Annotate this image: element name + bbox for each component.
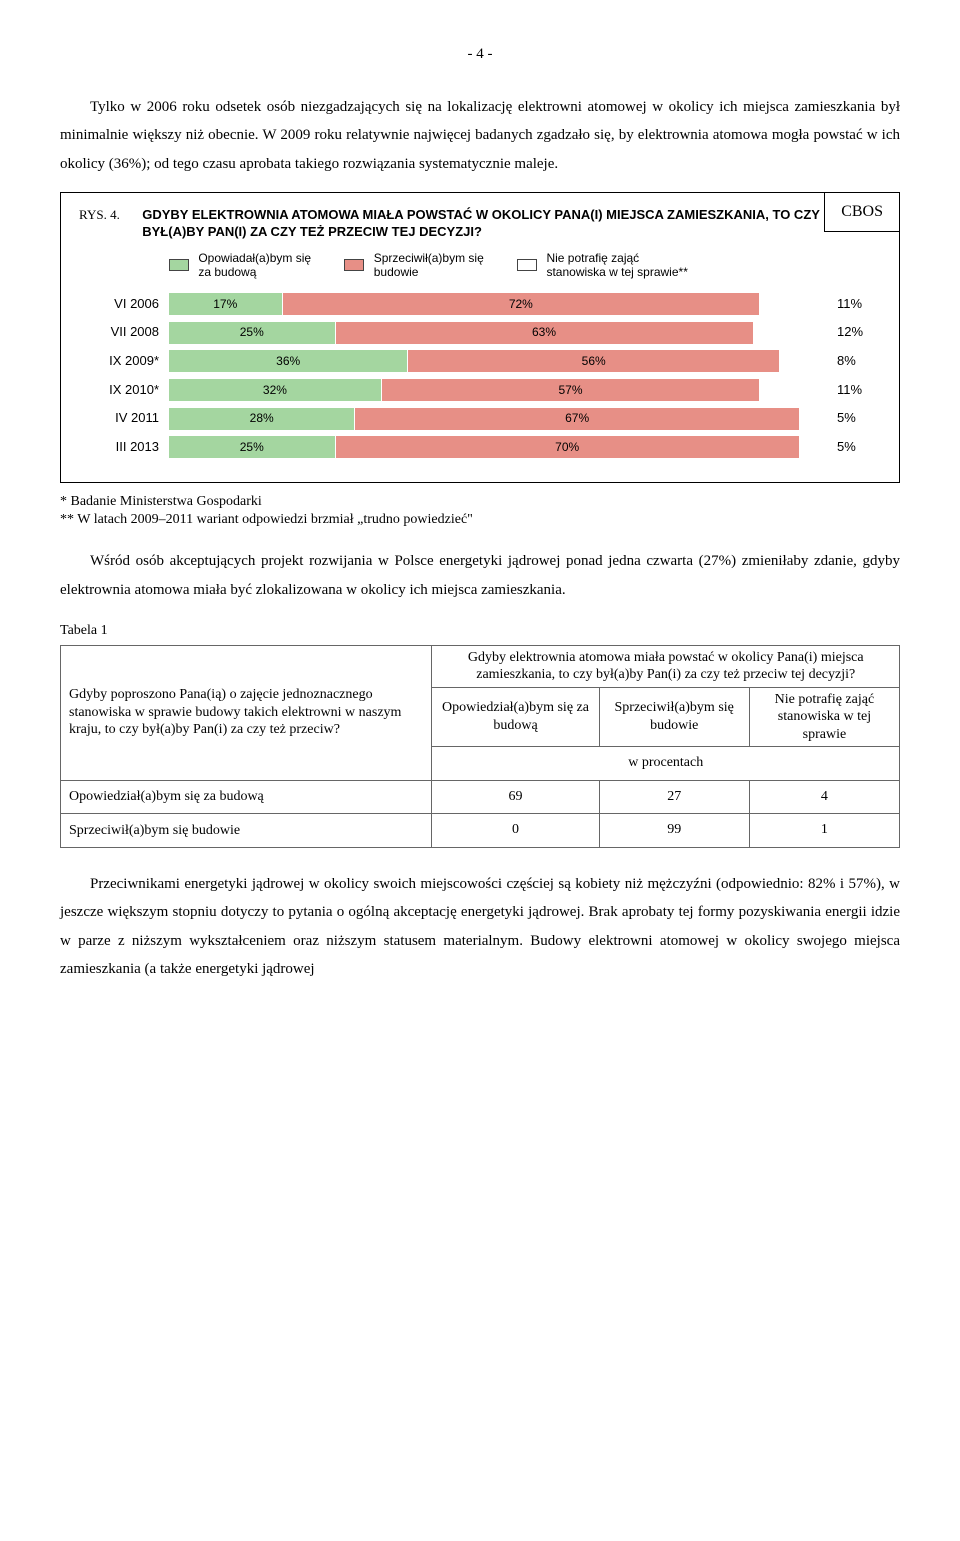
- bar-segment: 25%: [169, 322, 336, 344]
- bar-end-label: 5%: [831, 406, 881, 431]
- bar-end-label: 12%: [831, 320, 881, 345]
- bar-row: III 201325%70%5%: [89, 435, 881, 460]
- footnote: * Badanie Ministerstwa Gospodarki ** W l…: [60, 493, 900, 529]
- footnote-line: ** W latach 2009–2011 wariant odpowiedzi…: [60, 511, 900, 529]
- chart-figure: CBOS RYS. 4. GDYBY ELEKTROWNIA ATOMOWA M…: [60, 192, 900, 483]
- bar-segment: 57%: [382, 379, 760, 401]
- bar-segment: 56%: [408, 350, 780, 372]
- table-cell: 4: [749, 780, 899, 814]
- unit-row: w procentach: [432, 747, 900, 781]
- paragraph-3: Przeciwnikami energetyki jądrowej w okol…: [60, 870, 900, 984]
- col-header-question: Gdyby elektrownia atomowa miała powstać …: [432, 645, 900, 687]
- bar-segment: 63%: [336, 322, 754, 344]
- table-label: Tabela 1: [60, 618, 900, 645]
- table-cell: 27: [599, 780, 749, 814]
- bar-segment: 25%: [169, 436, 336, 458]
- chart-legend: Opowiadał(a)bym sięza budową Sprzeciwił(…: [169, 251, 881, 280]
- legend-item: Sprzeciwił(a)bym siębudowie: [344, 251, 483, 280]
- bar-segment: 32%: [169, 379, 382, 401]
- col-header: Nie potrafię zająć stanowiska w tej spra…: [749, 687, 899, 747]
- bar-row: VI 200617%72%11%: [89, 292, 881, 317]
- footnote-line: * Badanie Ministerstwa Gospodarki: [60, 493, 900, 511]
- bar-track: 28%67%: [169, 408, 831, 430]
- bar-row: IV 201128%67%5%: [89, 406, 881, 431]
- bar-row: IX 2010*32%57%11%: [89, 378, 881, 403]
- row-label: Opowiedział(a)bym się za budową: [61, 780, 432, 814]
- table-cell: 1: [749, 814, 899, 848]
- paragraph-1: Tylko w 2006 roku odsetek osób niezgadza…: [60, 93, 900, 179]
- legend-swatch: [344, 259, 364, 271]
- crosstab-table: Gdyby poproszono Pana(ią) o zajęcie jedn…: [60, 645, 900, 848]
- figure-number: RYS. 4.: [79, 207, 139, 224]
- bar-track: 32%57%: [169, 379, 831, 401]
- legend-swatch: [169, 259, 189, 271]
- table-cell: 0: [432, 814, 599, 848]
- bar-row: IX 2009*36%56%8%: [89, 349, 881, 374]
- bar-end-label: 8%: [831, 349, 881, 374]
- table-cell: 99: [599, 814, 749, 848]
- legend-label: Nie potrafię zająćstanowiska w tej spraw…: [546, 251, 687, 280]
- bar-end-label: 11%: [831, 378, 881, 403]
- bar-segment: 72%: [283, 293, 761, 315]
- page-number: - 4 -: [60, 40, 900, 69]
- bar-end-label: 11%: [831, 292, 881, 317]
- table-row: Sprzeciwił(a)bym się budowie 0 99 1: [61, 814, 900, 848]
- figure-caption: RYS. 4. GDYBY ELEKTROWNIA ATOMOWA MIAŁA …: [79, 207, 881, 241]
- bar-segment: 67%: [355, 408, 800, 430]
- bar-category-label: IV 2011: [89, 406, 169, 431]
- legend-label: Opowiadał(a)bym sięza budową: [198, 251, 311, 280]
- bar-category-label: IX 2009*: [89, 349, 169, 374]
- paragraph-2: Wśród osób akceptujących projekt rozwija…: [60, 547, 900, 604]
- table-row: Opowiedział(a)bym się za budową 69 27 4: [61, 780, 900, 814]
- stacked-bar-chart: VI 200617%72%11%VII 200825%63%12%IX 2009…: [89, 292, 881, 460]
- figure-title: GDYBY ELEKTROWNIA ATOMOWA MIAŁA POWSTAĆ …: [142, 207, 842, 241]
- table-cell: 69: [432, 780, 599, 814]
- bar-segment: 36%: [169, 350, 408, 372]
- legend-item: Opowiadał(a)bym sięza budową: [169, 251, 311, 280]
- bar-segment: 28%: [169, 408, 355, 430]
- row-header-question: Gdyby poproszono Pana(ią) o zajęcie jedn…: [61, 645, 432, 780]
- col-header: Opowiedział(a)bym się za budową: [432, 687, 599, 747]
- bar-segment: 70%: [336, 436, 800, 458]
- legend-swatch: [517, 259, 537, 271]
- legend-item: Nie potrafię zająćstanowiska w tej spraw…: [517, 251, 688, 280]
- bar-end-label: 5%: [831, 435, 881, 460]
- bar-segment: 17%: [169, 293, 283, 315]
- bar-category-label: IX 2010*: [89, 378, 169, 403]
- bar-category-label: VI 2006: [89, 292, 169, 317]
- cbos-tag: CBOS: [824, 192, 900, 232]
- bar-row: VII 200825%63%12%: [89, 320, 881, 345]
- bar-track: 25%70%: [169, 436, 831, 458]
- row-label: Sprzeciwił(a)bym się budowie: [61, 814, 432, 848]
- legend-label: Sprzeciwił(a)bym siębudowie: [374, 251, 484, 280]
- col-header: Sprzeciwił(a)bym się budowie: [599, 687, 749, 747]
- bar-track: 17%72%: [169, 293, 831, 315]
- bar-track: 25%63%: [169, 322, 831, 344]
- bar-category-label: VII 2008: [89, 320, 169, 345]
- bar-category-label: III 2013: [89, 435, 169, 460]
- bar-track: 36%56%: [169, 350, 831, 372]
